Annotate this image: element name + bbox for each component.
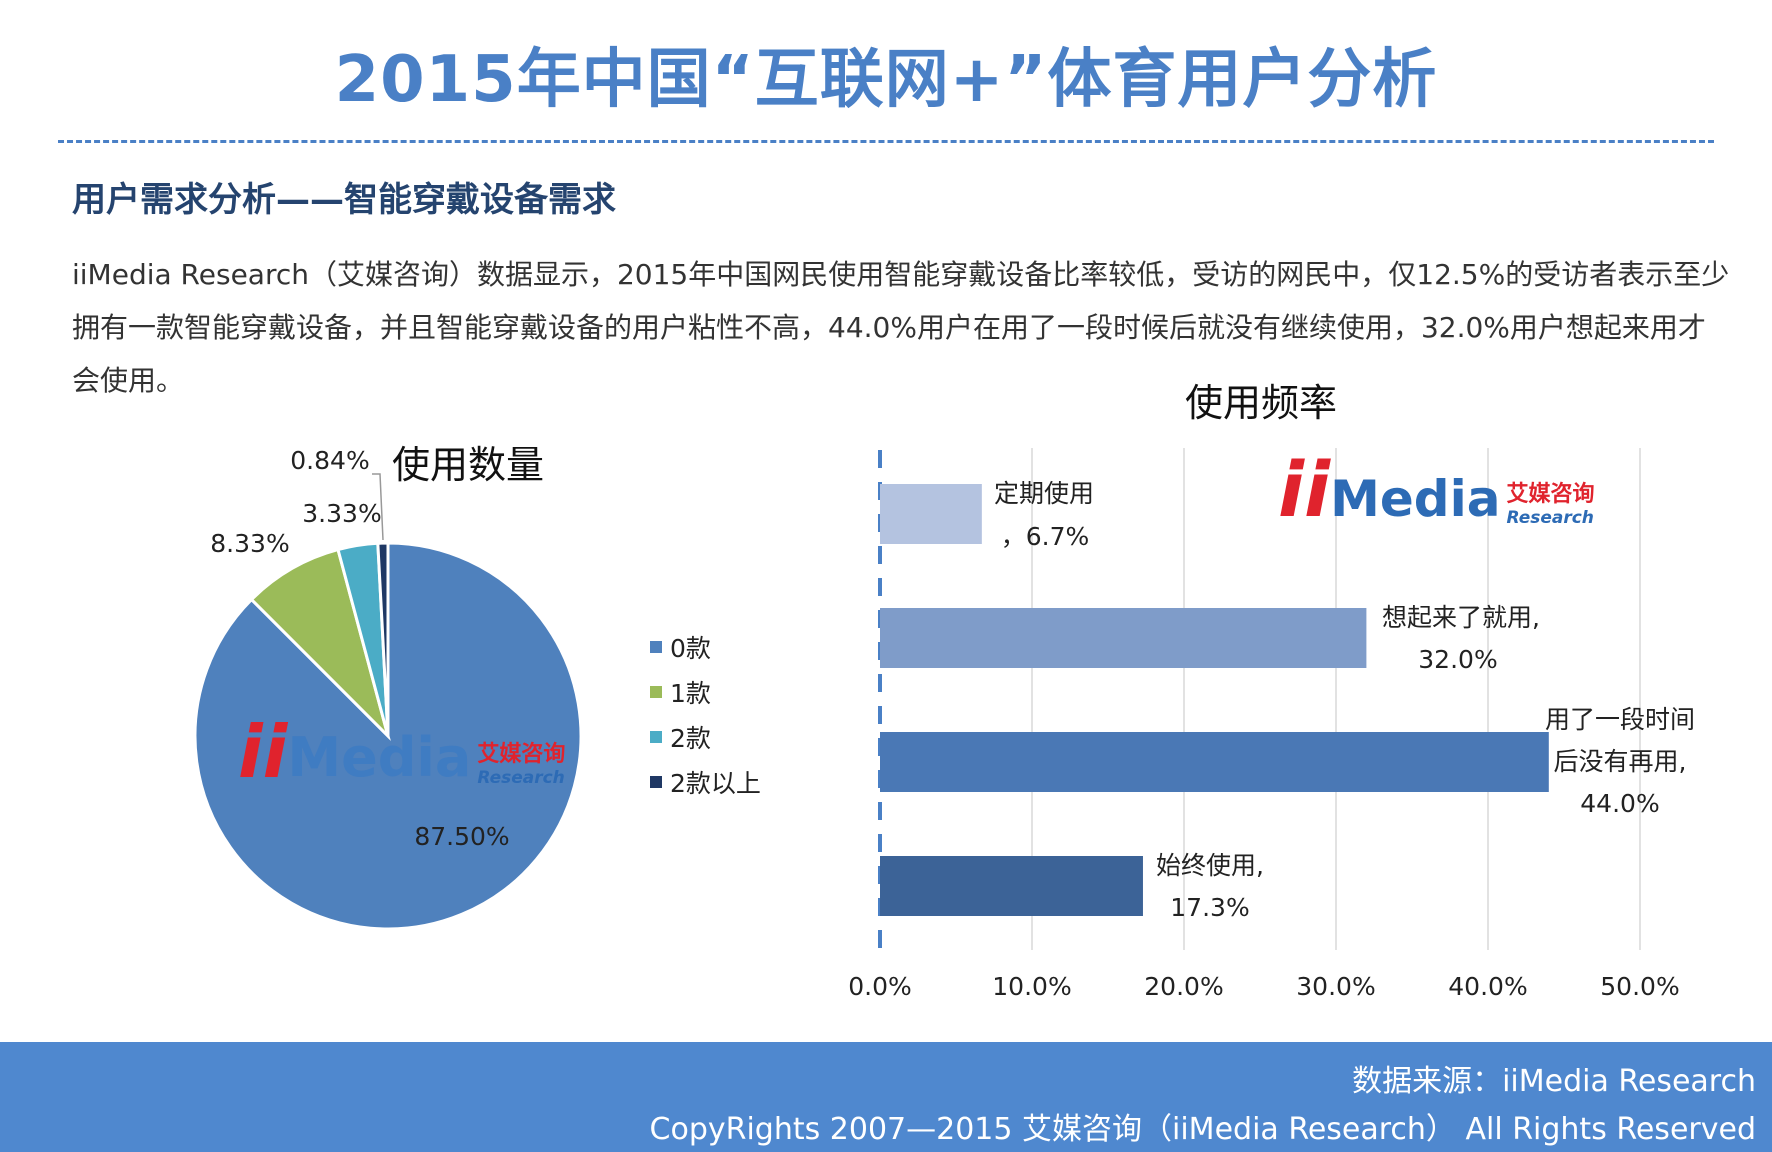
logo-cn: 艾媒咨询 [477, 742, 566, 767]
logo-media: Media [287, 726, 472, 789]
intro-paragraph: iiMedia Research（艾媒咨询）数据显示，2015年中国网民使用智能… [72, 258, 1730, 397]
imedia-logo-watermark: ii Media 艾媒咨询 Research [238, 716, 565, 788]
legend-item: 1款 [650, 669, 761, 714]
bar-chart-title: 使用频率 [1185, 381, 1338, 425]
logo-en: Research [477, 768, 565, 788]
pie-slice-0 [193, 541, 583, 931]
x-tick-label: 30.0% [1296, 972, 1375, 1001]
bar-data-label: ，6.7% [1001, 522, 1090, 551]
bar-data-label: 后没有再用, [1554, 747, 1687, 776]
legend-swatch [650, 775, 662, 788]
x-tick-label: 10.0% [992, 972, 1071, 1001]
legend-item: 2款以上 [650, 759, 761, 804]
bar-1 [880, 608, 1367, 668]
logo-media: Media [1330, 470, 1501, 528]
footer-bar: 数据来源：iiMedia Research CopyRights 2007—20… [0, 1042, 1772, 1152]
legend-label: 2款 [670, 723, 711, 753]
x-tick-label: 20.0% [1144, 972, 1223, 1001]
legend-label: 1款 [670, 678, 711, 708]
pie-label-2: 3.33% [302, 499, 381, 528]
pie-label-1: 8.33% [210, 529, 289, 558]
bar-0 [880, 484, 982, 544]
pie-slice-3 [376, 541, 390, 737]
imedia-logo: ii Media 艾媒咨询 Research [1278, 445, 1595, 534]
bar-data-label: 17.3% [1170, 893, 1249, 922]
pie-leader-line [372, 473, 384, 541]
bar-data-label: 32.0% [1418, 645, 1497, 674]
logo-en: Research [1506, 508, 1594, 528]
legend-swatch [650, 640, 662, 653]
logo-cn: 艾媒咨询 [1506, 482, 1595, 507]
bar-data-label: 44.0% [1580, 789, 1659, 818]
pie-chart-title: 使用数量 [392, 443, 545, 487]
section-title: 用户需求分析——智能穿戴设备需求 [72, 180, 616, 220]
bar-data-label: 始终使用, [1156, 851, 1264, 880]
legend-swatch [650, 685, 662, 698]
x-tick-label: 50.0% [1600, 972, 1679, 1001]
logo-ii: ii [238, 710, 288, 794]
footer-copyright: CopyRights 2007—2015 艾媒咨询（iiMedia Resear… [649, 1112, 1756, 1147]
pie-legend: 0款 1款 2款 2款以上 [650, 624, 761, 804]
charts-canvas: 87.50% 8.33% 3.33% 0.84% 0.0% 10.0% 20.0% 30.0%… [193, 446, 1695, 1001]
bar-data-label: 用了一段时间 [1545, 705, 1695, 734]
bar-2 [880, 732, 1549, 792]
legend-item: 2款 [650, 714, 761, 759]
title-divider [58, 140, 1714, 143]
legend-swatch [650, 730, 662, 743]
legend-item: 0款 [650, 624, 761, 669]
logo-ii: ii [1278, 445, 1331, 534]
x-tick-label: 40.0% [1448, 972, 1527, 1001]
bar-data-label: 想起来了就用, [1382, 603, 1540, 632]
bar-data-label: 定期使用 [994, 479, 1094, 508]
page-title: 2015年中国“互联网+”体育用户分析 [334, 43, 1438, 117]
bar-3 [880, 856, 1143, 916]
pie-slice-1 [249, 547, 391, 742]
legend-label: 0款 [670, 633, 711, 663]
footer-source: 数据来源：iiMedia Research [1352, 1064, 1756, 1099]
pie-label-0: 87.50% [414, 822, 509, 851]
pie-label-3: 0.84% [290, 446, 369, 475]
legend-label: 2款以上 [670, 768, 761, 798]
x-tick-label: 0.0% [848, 972, 912, 1001]
